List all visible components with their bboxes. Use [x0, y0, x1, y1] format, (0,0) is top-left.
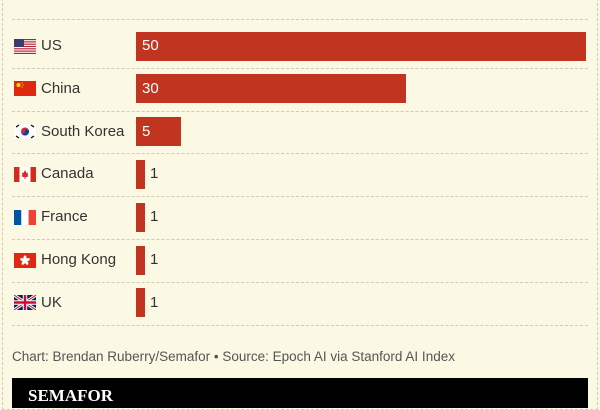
bar: [136, 288, 145, 318]
category-label: UK: [41, 293, 62, 311]
divider: [12, 67, 588, 69]
bar: [136, 31, 586, 61]
divider: [12, 239, 588, 240]
divider: [12, 281, 588, 283]
category-label: Hong Kong: [41, 251, 117, 268]
uk-flag-icon: [13, 294, 37, 312]
source-credit: Chart: Brendan Ruberry/Semafor • Source:…: [12, 349, 455, 364]
value-label: 1: [150, 293, 159, 311]
value-label: 1: [150, 208, 159, 226]
china-flag-icon: [14, 81, 36, 97]
divider: [12, 19, 588, 20]
value-label: 1: [150, 165, 159, 183]
hong-kong-flag-icon: [14, 252, 36, 268]
south-korea-flag-icon: [14, 124, 36, 140]
divider: [12, 153, 588, 155]
value-label: 30: [142, 79, 159, 97]
category-label: US: [41, 37, 62, 54]
category-label: France: [41, 208, 88, 226]
bar: [136, 74, 406, 104]
category-label: South Korea: [41, 122, 125, 140]
divider: [12, 196, 588, 198]
semafor-logo: SEMAFOR: [28, 386, 113, 405]
bar: [136, 159, 145, 189]
value-label: 1: [150, 251, 159, 268]
brand-bar: SEMAFOR: [12, 378, 588, 408]
divider: [12, 110, 588, 112]
category-label: China: [41, 79, 81, 97]
bar: [136, 245, 145, 275]
value-label: 5: [142, 122, 151, 140]
value-label: 50: [142, 37, 159, 54]
us-flag-icon: [14, 38, 36, 54]
divider: [12, 324, 588, 326]
bar: [136, 202, 145, 232]
category-label: Canada: [41, 165, 94, 183]
france-flag-icon: [14, 209, 36, 225]
canada-flag-icon: [14, 166, 36, 182]
bar: [136, 117, 181, 147]
